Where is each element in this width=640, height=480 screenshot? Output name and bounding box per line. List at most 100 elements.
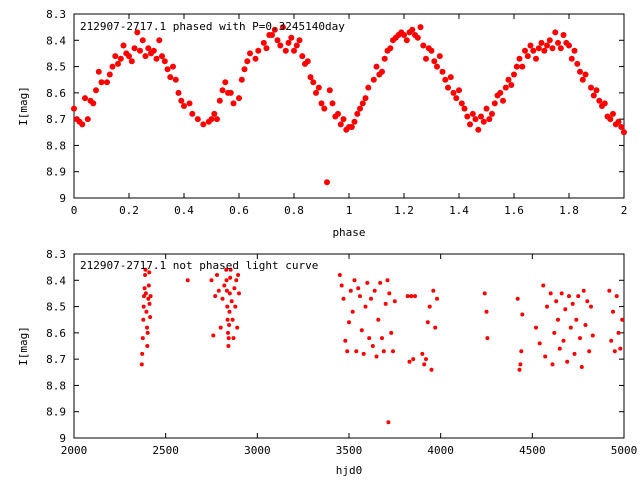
data-point xyxy=(285,39,292,46)
data-point xyxy=(106,71,113,78)
data-point xyxy=(247,50,253,57)
data-point xyxy=(146,296,151,301)
data-point xyxy=(483,105,490,112)
data-point xyxy=(385,278,390,283)
data-point xyxy=(530,47,537,54)
data-point xyxy=(511,71,517,78)
data-point xyxy=(541,47,548,54)
data-point xyxy=(140,351,145,356)
data-point xyxy=(607,288,612,293)
y-axis: 8.3 8.4 8.5 8.6 8.7 8.8 8.9 9 xyxy=(46,248,624,445)
y-tick-label: 8.3 xyxy=(46,8,66,21)
data-point xyxy=(559,291,564,296)
data-point xyxy=(557,45,564,52)
x-tick-label: 2500 xyxy=(152,444,179,457)
data-point xyxy=(461,105,468,112)
data-point xyxy=(362,95,369,102)
data-point xyxy=(572,351,577,356)
x-tick-label: 4500 xyxy=(519,444,546,457)
y-tick-label: 8.9 xyxy=(46,166,66,179)
data-point xyxy=(563,307,568,312)
data-point xyxy=(98,79,105,86)
data-point xyxy=(548,291,553,296)
data-point xyxy=(340,116,347,123)
data-point xyxy=(497,89,504,96)
data-point xyxy=(574,60,581,67)
data-point xyxy=(141,317,146,322)
data-point xyxy=(513,63,520,70)
data-point xyxy=(484,309,489,314)
data-point xyxy=(409,26,416,33)
data-point xyxy=(172,76,179,83)
data-point xyxy=(282,47,289,54)
data-point xyxy=(550,362,555,367)
data-point xyxy=(570,301,575,306)
data-point xyxy=(389,330,394,335)
data-point xyxy=(104,79,110,86)
y-tick-label: 9 xyxy=(59,432,66,445)
data-point xyxy=(227,323,232,327)
data-point xyxy=(593,87,600,94)
data-point xyxy=(519,63,526,70)
data-point xyxy=(335,110,341,117)
data-point xyxy=(609,338,614,343)
data-point xyxy=(93,87,99,94)
data-point xyxy=(216,97,223,104)
data-points xyxy=(139,267,625,425)
data-point xyxy=(458,100,465,107)
data-point xyxy=(583,323,588,327)
data-point xyxy=(143,273,148,277)
x-axis-label: phase xyxy=(332,226,365,239)
data-point xyxy=(379,68,385,75)
data-point xyxy=(403,37,410,44)
data-point xyxy=(581,288,586,293)
data-point xyxy=(618,346,623,351)
data-point xyxy=(144,309,149,314)
data-point xyxy=(433,325,438,330)
data-point xyxy=(315,84,322,91)
x-tick-label: 3500 xyxy=(336,444,363,457)
data-point xyxy=(143,291,148,296)
data-point xyxy=(126,53,132,60)
data-point xyxy=(549,45,556,52)
data-point xyxy=(568,55,575,62)
data-point xyxy=(616,330,621,335)
data-point xyxy=(277,42,284,49)
data-point xyxy=(226,344,231,348)
data-points xyxy=(71,24,627,186)
data-point xyxy=(313,89,319,96)
data-point xyxy=(534,325,538,330)
data-point xyxy=(269,32,275,38)
data-point xyxy=(352,278,357,283)
data-point xyxy=(601,100,608,107)
data-point xyxy=(354,110,361,117)
data-point xyxy=(383,301,388,306)
data-point xyxy=(538,39,545,46)
data-point xyxy=(369,296,373,301)
data-point xyxy=(214,116,220,123)
data-point xyxy=(590,333,595,338)
data-point xyxy=(219,87,226,94)
data-point xyxy=(241,66,248,73)
data-point xyxy=(537,341,542,346)
x-tick-label: 5000 xyxy=(611,444,638,457)
data-point xyxy=(222,283,227,288)
data-point xyxy=(167,74,174,81)
data-point xyxy=(357,105,363,112)
data-point xyxy=(574,317,579,322)
data-point xyxy=(485,336,490,341)
chart-title: 212907-2717.1 phased with P=0.3245140day xyxy=(80,20,345,33)
data-point xyxy=(345,349,350,354)
data-point xyxy=(431,288,436,293)
data-point xyxy=(387,291,392,296)
y-axis-label: I[mag] xyxy=(17,326,30,366)
data-point xyxy=(224,288,229,293)
data-point xyxy=(365,280,370,285)
data-point xyxy=(271,26,278,33)
data-point xyxy=(516,55,523,62)
data-point xyxy=(588,84,594,91)
data-point xyxy=(392,299,397,304)
data-point xyxy=(310,79,317,86)
data-point xyxy=(318,100,325,107)
